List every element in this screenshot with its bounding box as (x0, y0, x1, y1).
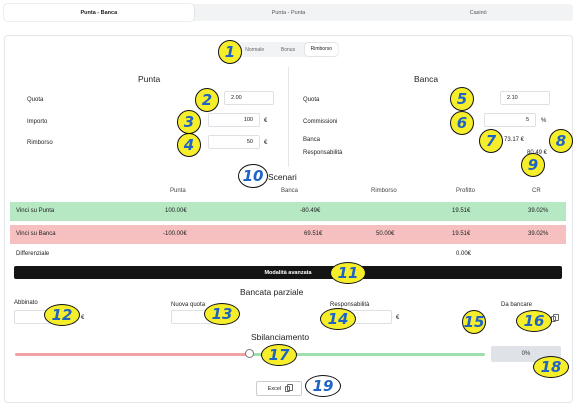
banca-commissioni-unit: % (541, 118, 547, 124)
banca-banca-value: 73.17 € (504, 137, 525, 143)
sbilanciamento-slider-thumb[interactable] (245, 349, 254, 358)
cell-banca: 69.51€ (304, 231, 323, 237)
top-tabs: Punta - Banca Punta - Punta Casinò (4, 4, 573, 21)
tab-punta-punta[interactable]: Punta - Punta (271, 9, 306, 16)
punta-title: Punta (138, 74, 161, 84)
cell-banca: -80.49€ (300, 208, 321, 214)
annotation-badge: 19 (305, 375, 341, 397)
mode-normale[interactable]: Normale (245, 46, 265, 53)
annotation-badge: 3 (177, 110, 201, 134)
table-row: Vinci su Punta 100.00€ -80.49€ 19.51€ 39… (10, 202, 566, 221)
annotation-badge: 14 (320, 308, 356, 330)
banca-banca-label: Banca (303, 137, 321, 143)
punta-rimborso-label: Rimborso (27, 140, 53, 146)
annotation-badge: 17 (261, 344, 297, 366)
banca-responsabilita-label: Responsabilità (303, 150, 343, 156)
row-label: Vinci su Punta (16, 208, 55, 214)
header-profitto: Profitto (456, 188, 476, 194)
parziale-responsabilita-label: Responsabilità (330, 302, 370, 308)
annotation-badge: 9 (521, 153, 545, 177)
annotation-badge: 13 (204, 303, 240, 325)
annotation-badge: 12 (44, 304, 80, 326)
mode-bonus[interactable]: Bonus (280, 46, 296, 53)
nuova-quota-label: Nuova quota (171, 302, 206, 308)
cell-profitto: 19.51€ (452, 231, 471, 237)
table-row: Vinci su Banca -100.00€ 69.51€ 50.00€ 19… (10, 225, 566, 244)
annotation-badge: 4 (177, 133, 201, 157)
tab-punta-banca[interactable]: Punta - Banca (4, 4, 194, 21)
mode-selector: Normale Bonus Rimborso (238, 42, 338, 57)
punta-rimborso-input[interactable]: 50 (208, 135, 260, 149)
cell-cr: 39.02% (528, 208, 549, 214)
sbilanciamento-title: Sbilanciamento (251, 332, 310, 342)
punta-importo-unit: € (264, 118, 268, 124)
punta-importo-input[interactable]: 100 (208, 113, 260, 127)
abbinato-label: Abbinato (14, 300, 38, 306)
header-rimborso: Rimborso (371, 188, 397, 194)
cell-punta: -100.00€ (163, 231, 187, 237)
annotation-badge: 11 (330, 262, 366, 284)
cell-profitto: 19.51€ (452, 208, 471, 214)
mode-rimborso[interactable]: Rimborso (304, 43, 338, 56)
cell-punta: 100.00€ (165, 208, 187, 214)
annotation-badge: 5 (450, 87, 474, 111)
banca-commissioni-label: Commissioni (303, 119, 338, 125)
annotation-badge: 8 (549, 129, 573, 153)
section-divider (288, 67, 289, 167)
annotation-badge: 16 (516, 310, 552, 332)
bancata-parziale-title: Bancata parziale (240, 287, 304, 297)
cell-rimborso: 50.00€ (376, 231, 395, 237)
differenziale-value: 0.00€ (456, 251, 472, 257)
differenziale-label: Differenziale (16, 251, 50, 257)
punta-importo-label: Importo (27, 119, 48, 125)
row-label: Vinci su Banca (16, 231, 56, 237)
annotation-badge: 10 (238, 164, 268, 188)
punta-quota-label: Quota (27, 97, 44, 103)
annotation-badge: 18 (533, 356, 569, 378)
scenari-title: Scenari (268, 172, 297, 182)
annotation-badge: 2 (195, 88, 219, 112)
annotation-badge: 6 (450, 111, 474, 135)
annotation-badge: 1 (218, 40, 242, 64)
cell-cr: 39.02% (528, 231, 549, 237)
excel-label: Excel (267, 385, 282, 392)
slider-track-right[interactable] (251, 353, 485, 356)
abbinato-unit: € (81, 315, 85, 321)
banca-quota-input[interactable]: 2.10 (500, 91, 550, 105)
header-cr: CR (532, 188, 541, 194)
da-bancare-label: Da bancare (501, 302, 533, 308)
slider-track-left[interactable] (15, 353, 249, 356)
advanced-mode-button[interactable]: Modalità avanzata (14, 266, 562, 279)
calculator-panel (4, 35, 573, 403)
annotation-badge: 7 (479, 129, 503, 153)
copy-icon (285, 383, 294, 392)
banca-quota-label: Quota (303, 97, 320, 103)
tab-casino[interactable]: Casinò (469, 9, 487, 16)
punta-rimborso-unit: € (264, 140, 268, 146)
banca-title: Banca (414, 74, 439, 84)
punta-quota-input[interactable]: 2.00 (224, 91, 274, 105)
annotation-badge: 15 (462, 310, 486, 334)
parziale-responsabilita-unit: € (396, 315, 400, 321)
banca-commissioni-input[interactable]: 5 (484, 113, 536, 127)
header-punta: Punta (170, 188, 186, 194)
header-banca: Banca (281, 188, 299, 194)
excel-button[interactable]: Excel (256, 381, 302, 396)
